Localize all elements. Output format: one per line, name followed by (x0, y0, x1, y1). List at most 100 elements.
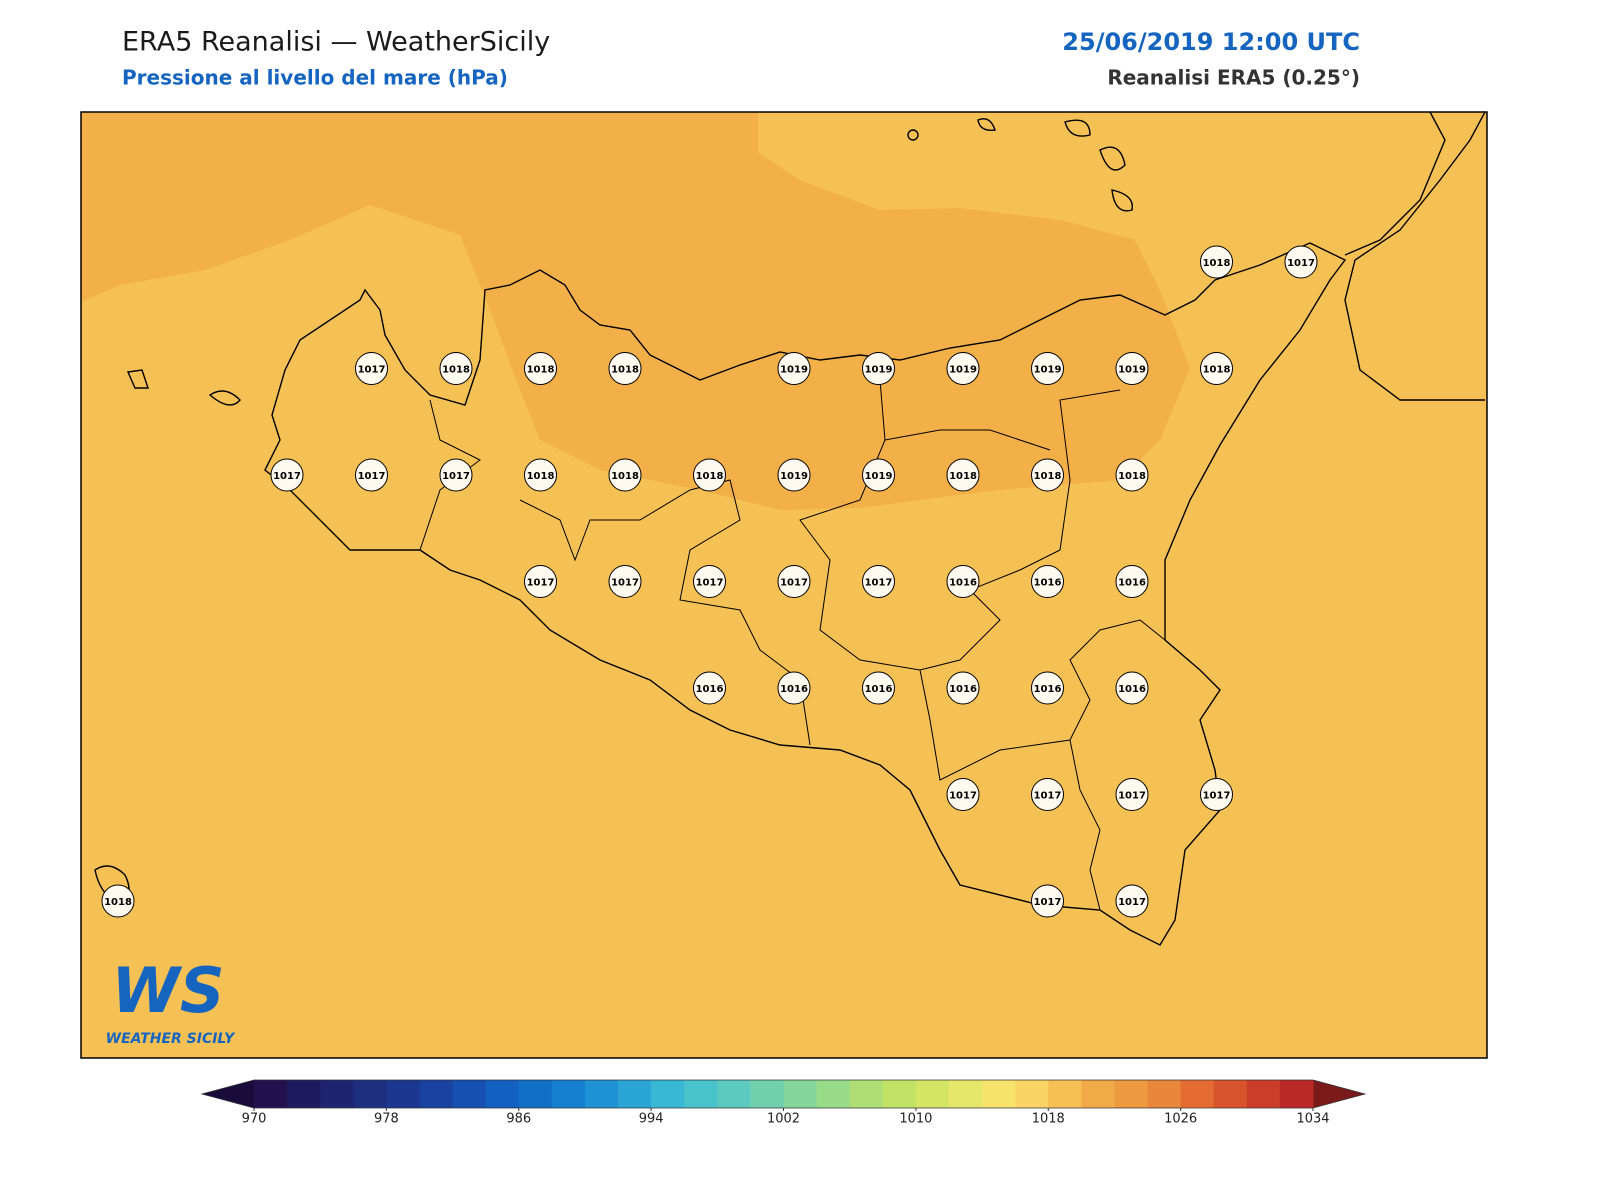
station-marker (1115, 458, 1149, 492)
station-value: 1019 (780, 365, 808, 376)
station-marker (1115, 884, 1149, 918)
station-marker (439, 352, 473, 385)
station-value: 1018 (442, 365, 470, 376)
station-value: 1018 (949, 471, 977, 482)
colorbar-segment (717, 1080, 751, 1108)
colorbar-segment (551, 1080, 586, 1108)
colorbar-segment (518, 1080, 553, 1108)
station-marker (1031, 458, 1064, 492)
colorbar-segment (287, 1080, 321, 1108)
colorbar-segment (783, 1080, 818, 1108)
station-value: 1016 (1034, 684, 1062, 695)
station-value: 1016 (949, 684, 977, 695)
station-value: 1017 (1034, 791, 1062, 802)
station-value: 1019 (1118, 365, 1146, 376)
station-value: 1017 (611, 578, 639, 589)
station-value: 1016 (865, 684, 893, 695)
station-marker (862, 565, 895, 598)
station-marker (1284, 245, 1318, 279)
station-marker (524, 565, 557, 598)
station-marker (1115, 671, 1149, 705)
station-marker (1115, 565, 1149, 598)
station-marker (608, 565, 642, 598)
station-marker (862, 458, 895, 492)
station-value: 1017 (696, 578, 724, 589)
station-value: 1018 (1203, 365, 1231, 376)
station-value: 1017 (527, 578, 555, 589)
colorbar-tick-label: 1026 (1164, 1112, 1197, 1127)
colorbar-segment (485, 1080, 520, 1108)
colorbar-segment (452, 1080, 487, 1108)
colorbar-segment (386, 1080, 420, 1108)
colorbar-over (1313, 1080, 1365, 1108)
station-value: 1017 (358, 471, 386, 482)
station-marker (270, 458, 304, 492)
colorbar-tick-label: 978 (374, 1112, 399, 1127)
colorbar-segment (684, 1080, 718, 1108)
station-marker (693, 671, 726, 705)
colorbar-segment (1279, 1080, 1314, 1108)
colorbar-segment (1246, 1080, 1281, 1108)
station-value: 1018 (611, 471, 639, 482)
subtitle: Pressione al livello del mare (hPa) (122, 66, 508, 90)
station-marker (777, 352, 811, 385)
colorbar-segment (882, 1080, 917, 1108)
station-marker (1200, 352, 1233, 385)
colorbar-segment (948, 1080, 983, 1108)
station-value: 1016 (696, 684, 724, 695)
station-marker (608, 458, 642, 492)
station-marker (439, 458, 473, 492)
station-marker (946, 352, 980, 385)
colorbar-segment (1180, 1080, 1215, 1108)
station-marker (1031, 884, 1064, 918)
colorbar-segment (584, 1080, 619, 1108)
colorbar-tick-label: 1002 (767, 1112, 800, 1127)
colorbar-segment (353, 1080, 387, 1108)
colorbar-segment (816, 1080, 851, 1108)
station-marker (1031, 778, 1064, 811)
colorbar-segment (618, 1080, 652, 1108)
station-marker (608, 352, 642, 385)
station-value: 1017 (1118, 791, 1146, 802)
station-marker (1115, 778, 1149, 811)
colorbar-segment (1048, 1080, 1082, 1108)
colorbar-segment (1081, 1080, 1115, 1108)
station-value: 1017 (1203, 791, 1231, 802)
title: ERA5 Reanalisi — WeatherSicily (122, 27, 550, 58)
station-value: 1019 (949, 365, 977, 376)
colorbar-segment (1015, 1080, 1049, 1108)
station-value: 1017 (1118, 897, 1146, 908)
station-value: 1016 (1118, 684, 1146, 695)
colorbar-tick-label: 970 (242, 1112, 267, 1127)
colorbar-segment (982, 1080, 1016, 1108)
station-value: 1018 (1034, 471, 1062, 482)
station-marker (946, 778, 980, 811)
colorbar-tick-label: 994 (639, 1112, 664, 1127)
station-marker (524, 458, 557, 492)
station-marker (946, 671, 980, 705)
station-value: 1017 (358, 365, 386, 376)
station-value: 1016 (780, 684, 808, 695)
station-value: 1016 (1118, 578, 1146, 589)
station-marker (862, 671, 895, 705)
map-frame (80, 111, 1488, 1059)
colorbar-segment (849, 1080, 884, 1108)
colorbar-tick-label: 986 (506, 1112, 531, 1127)
colorbar-segment (915, 1080, 950, 1108)
station-marker (862, 352, 895, 385)
station-marker (693, 458, 726, 492)
station-value: 1017 (1034, 897, 1062, 908)
station-value: 1017 (865, 578, 893, 589)
station-marker (777, 565, 811, 598)
station-marker (946, 565, 980, 598)
station-marker (1031, 352, 1064, 385)
logo-text: WEATHER SICILY (106, 1031, 237, 1047)
station-value: 1019 (1034, 365, 1062, 376)
station-value: 1017 (442, 471, 470, 482)
station-value: 1019 (865, 365, 893, 376)
map-high-band (81, 112, 1190, 510)
station-marker (1115, 352, 1149, 385)
colorbar-tick-label: 1034 (1296, 1112, 1329, 1127)
station-value: 1019 (865, 471, 893, 482)
station-marker (1200, 245, 1233, 279)
